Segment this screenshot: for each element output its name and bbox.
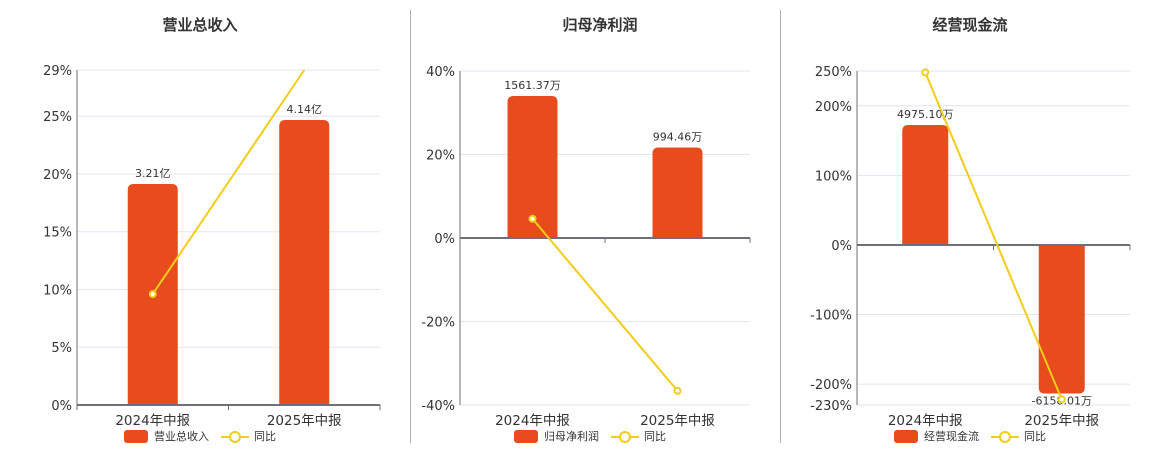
- chart-panel-revenue: 营业总收入 0% 5% 10% 15% 20% 25% 29% 3.21亿 2024年中报 4.1…: [0, 0, 400, 450]
- y-tick-label: 20%: [426, 149, 455, 164]
- bar[interactable]: [279, 120, 330, 405]
- y-tick-label: 0%: [434, 232, 455, 247]
- yoy-point[interactable]: [673, 386, 682, 395]
- y-tick-label: 200%: [815, 100, 852, 115]
- y-tick-label: 0%: [831, 239, 852, 254]
- chart-plot-revenue: 0% 5% 10% 15% 20% 25% 29% 3.21亿 2024年中报 4.14亿 2025…: [43, 64, 381, 429]
- bar[interactable]: [1038, 244, 1085, 394]
- bar[interactable]: [902, 124, 949, 245]
- yoy-line: [531, 218, 679, 392]
- y-tick-label: 20%: [43, 168, 72, 183]
- yoy-point[interactable]: [528, 214, 537, 223]
- divider: [780, 10, 781, 443]
- chart-plot-net-profit: -40% -20% 0% 20% 40% 1561.37万 2024年中报 994.46万 20…: [421, 65, 751, 429]
- y-tick-label: 25%: [43, 110, 72, 125]
- legend-bar-label[interactable]: 营业总收入: [154, 430, 209, 443]
- y-tick-label: 100%: [815, 169, 852, 184]
- bar[interactable]: [507, 96, 558, 238]
- y-tick-label: 250%: [815, 65, 852, 80]
- legend-bar-swatch-icon[interactable]: [124, 429, 148, 443]
- y-tick-label: 5%: [51, 341, 72, 356]
- yoy-point[interactable]: [148, 290, 157, 299]
- y-tick-label: 10%: [43, 283, 72, 298]
- legend-bar-label[interactable]: 经营现金流: [924, 430, 979, 443]
- yoy-point[interactable]: [921, 68, 930, 77]
- bar-value-label: 3.21亿: [135, 167, 171, 180]
- legend: 营业总收入 同比: [0, 428, 400, 444]
- x-category-label: 2025年中报: [1024, 413, 1099, 429]
- x-category-label: 2025年中报: [267, 413, 342, 429]
- divider: [410, 10, 411, 443]
- chart-title: 归母净利润: [562, 16, 638, 34]
- chart-panel-net-profit: 归母净利润 -40% -20% 0% 20% 40% 1561.37万 2024年中报 994…: [370, 0, 780, 450]
- legend: 归母净利润 同比: [400, 428, 780, 444]
- x-category-label: 2024年中报: [495, 413, 570, 429]
- y-tick-label: -230%: [810, 399, 852, 414]
- x-category-label: 2024年中报: [888, 413, 963, 429]
- x-category-label: 2024年中报: [115, 413, 190, 429]
- bar-value-label: 994.46万: [653, 131, 703, 144]
- y-tick-label: -200%: [810, 378, 852, 393]
- legend-line-swatch-icon[interactable]: [991, 430, 1019, 443]
- chart-panel-operating-cashflow: 经营现金流 -230% -200% -100% 0% 100% 200% 250% 4975.…: [740, 0, 1160, 450]
- y-tick-label: 40%: [426, 65, 455, 80]
- bar[interactable]: [652, 147, 703, 238]
- legend-line-label[interactable]: 同比: [1024, 430, 1046, 443]
- legend-bar-swatch-icon[interactable]: [514, 429, 538, 443]
- y-tick-label: 0%: [51, 399, 72, 414]
- chart-plot-operating-cashflow: -230% -200% -100% 0% 100% 200% 250% 4975.10万 202…: [810, 65, 1131, 429]
- yoy-line: [151, 69, 306, 295]
- legend-bar-swatch-icon[interactable]: [894, 429, 918, 443]
- bar-value-label: 1561.37万: [504, 79, 561, 92]
- x-category-label: 2025年中报: [640, 413, 715, 429]
- bar-value-label: 4.14亿: [287, 103, 323, 116]
- legend: 经营现金流 同比: [780, 428, 1160, 444]
- chart-title: 营业总收入: [162, 16, 238, 34]
- legend-line-label[interactable]: 同比: [644, 430, 666, 443]
- y-tick-label: -20%: [421, 316, 455, 331]
- y-tick-label: 15%: [43, 226, 72, 241]
- yoy-point[interactable]: [1057, 395, 1066, 404]
- bar-value-label: 4975.10万: [897, 108, 954, 121]
- yoy-line: [924, 72, 1063, 400]
- legend-line-label[interactable]: 同比: [254, 430, 276, 443]
- y-tick-label: 29%: [43, 64, 72, 79]
- legend-line-swatch-icon[interactable]: [611, 430, 639, 443]
- chart-title: 经营现金流: [932, 16, 1008, 34]
- legend-line-swatch-icon[interactable]: [221, 430, 249, 443]
- y-tick-label: -100%: [810, 309, 852, 324]
- legend-bar-label[interactable]: 归母净利润: [544, 430, 599, 443]
- y-tick-label: -40%: [421, 399, 455, 414]
